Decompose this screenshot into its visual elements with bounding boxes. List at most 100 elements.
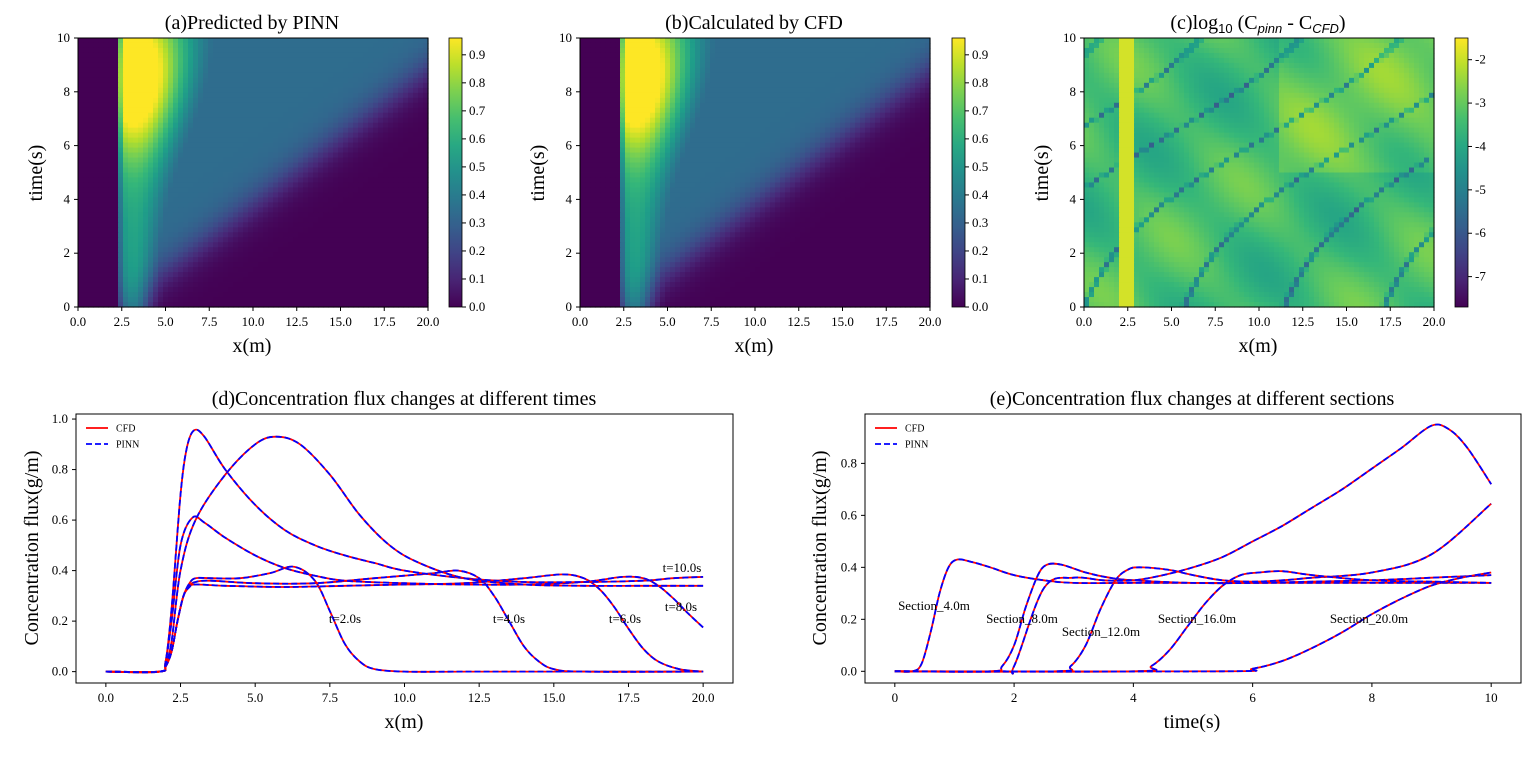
heatmap-cell — [128, 38, 134, 44]
heatmap-cell — [338, 172, 344, 179]
heatmap-cell — [900, 42, 906, 49]
heatmap-cell — [358, 172, 364, 179]
heatmap-cell — [268, 122, 274, 129]
heatmap-cell — [645, 97, 651, 104]
heatmap-cell — [223, 127, 229, 134]
heatmap-cell — [655, 62, 661, 69]
heatmap-cell — [635, 92, 641, 99]
heatmap-cell — [348, 292, 354, 298]
heatmap-cell — [83, 272, 89, 278]
heatmap-cell — [213, 132, 219, 139]
heatmap-cell — [148, 277, 154, 283]
heatmap-cell — [208, 272, 214, 278]
heatmap-cell — [308, 38, 314, 44]
heatmap-cell — [358, 282, 364, 288]
heatmap-cell — [695, 62, 701, 69]
heatmap-cell — [123, 187, 129, 194]
heatmap-cell — [383, 172, 389, 179]
heatmap-cell — [148, 302, 154, 308]
heatmap-cell — [243, 122, 249, 129]
heatmap-cell — [755, 52, 761, 59]
heatmap-cell — [158, 162, 164, 169]
heatmap-cell — [625, 38, 631, 44]
heatmap-cell — [313, 292, 319, 298]
heatmap-cell — [233, 177, 239, 184]
heatmap-cell — [138, 152, 144, 159]
heatmap-cell — [123, 282, 129, 288]
heatmap-cell — [398, 287, 404, 293]
heatmap-cell — [188, 252, 194, 258]
heatmap-cell — [93, 127, 99, 134]
heatmap-cell — [133, 82, 139, 89]
heatmap-cell — [368, 38, 374, 44]
heatmap-cell — [183, 77, 189, 84]
heatmap-cell — [408, 157, 414, 164]
heatmap-cell — [378, 132, 384, 139]
heatmap-cell — [278, 252, 284, 258]
heatmap-cell — [825, 47, 831, 54]
heatmap-cell — [358, 52, 364, 59]
heatmap-cell — [398, 38, 404, 44]
heatmap-cell — [790, 87, 796, 94]
heatmap-cell — [820, 87, 826, 94]
heatmap-cell — [388, 212, 394, 218]
heatmap-cell — [268, 38, 274, 44]
heatmap-cell — [268, 117, 274, 124]
heatmap-cell — [173, 38, 179, 44]
heatmap-cell — [78, 97, 84, 104]
heatmap-cell — [368, 197, 374, 203]
heatmap-cell — [393, 192, 399, 199]
heatmap-cell — [840, 72, 846, 79]
heatmap-cell — [313, 132, 319, 139]
heatmap-cell — [363, 172, 369, 179]
heatmap-cell — [655, 67, 661, 74]
heatmap-cell — [810, 62, 816, 69]
heatmap-cell — [383, 247, 389, 253]
colorbar-tick-label: 0.1 — [469, 271, 485, 286]
heatmap-cell — [98, 152, 104, 159]
heatmap-cell — [163, 42, 169, 49]
heatmap-cell — [198, 47, 204, 54]
heatmap-cell — [288, 162, 294, 169]
heatmap-cell — [298, 127, 304, 134]
heatmap-cell — [925, 112, 931, 119]
heatmap-cell — [308, 97, 314, 104]
heatmap-cell — [670, 87, 676, 94]
heatmap-cell — [193, 247, 199, 253]
heatmap-cell — [775, 72, 781, 79]
heatmap-cell — [403, 237, 409, 243]
y-tick-label: 8 — [64, 84, 71, 99]
heatmap-cell — [580, 57, 586, 64]
heatmap-cell — [353, 282, 359, 288]
heatmap-cell — [720, 92, 726, 99]
heatmap-cell — [88, 122, 94, 129]
heatmap-cell — [108, 202, 114, 208]
heatmap-cell — [333, 197, 339, 203]
heatmap-cell — [595, 42, 601, 49]
heatmap-cell — [348, 52, 354, 59]
heatmap-cell — [168, 207, 174, 213]
heatmap-cell — [348, 177, 354, 184]
heatmap-cell — [148, 112, 154, 119]
heatmap-cell — [193, 187, 199, 194]
heatmap-cell — [163, 157, 169, 164]
heatmap-cell — [418, 152, 424, 159]
heatmap-cell — [228, 217, 234, 223]
heatmap-cell — [745, 87, 751, 94]
heatmap-cell — [413, 102, 419, 109]
heatmap-cell — [138, 217, 144, 223]
heatmap-cell — [213, 277, 219, 283]
heatmap-cell — [408, 92, 414, 99]
heatmap-cell — [715, 92, 721, 99]
heatmap-cell — [178, 292, 184, 298]
heatmap-cell — [273, 137, 279, 144]
heatmap-cell — [398, 217, 404, 223]
heatmap-cell — [760, 92, 766, 99]
heatmap-cell — [875, 72, 881, 79]
heatmap-cell — [905, 67, 911, 74]
heatmap-cell — [865, 72, 871, 79]
heatmap-cell — [98, 167, 104, 174]
heatmap-cell — [178, 97, 184, 104]
heatmap-cell — [368, 122, 374, 129]
